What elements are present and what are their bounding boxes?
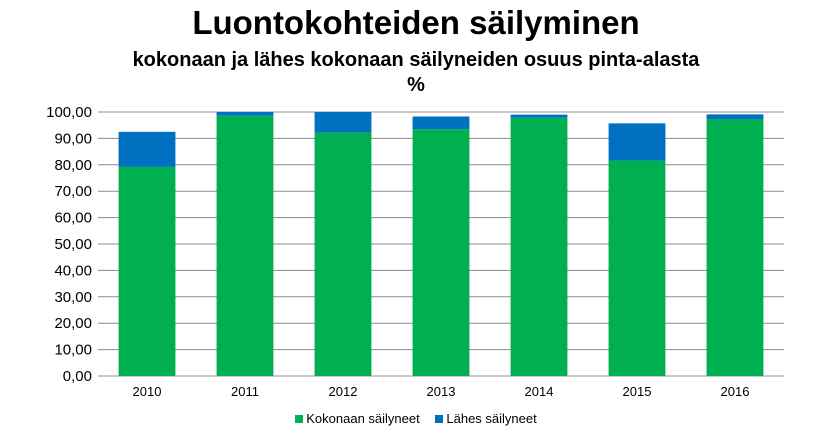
y-tick-label: 100,00: [46, 104, 92, 121]
chart-subtitle: kokonaan ja lähes kokonaan säilyneiden o…: [132, 49, 700, 96]
bar-kokonaan-2012: [314, 132, 372, 376]
bar-kokonaan-2010: [118, 166, 176, 376]
bar-kokonaan-2014: [510, 117, 568, 377]
x-tick-label: 2014: [525, 384, 554, 399]
y-tick-label: 80,00: [54, 157, 92, 174]
x-tick-label: 2016: [721, 384, 750, 399]
legend-item-lahes: Lähes säilyneet: [435, 411, 537, 426]
y-tick-label: 0,00: [63, 368, 92, 385]
legend-label: Kokonaan säilyneet: [306, 411, 420, 426]
y-axis-ticks: 0,00 10,00 20,00 30,00 40,00 50,00 60,00 70,00 8…: [46, 104, 92, 385]
bar-kokonaan-2013: [412, 129, 470, 376]
bar-lahes-2015: [608, 123, 666, 161]
bar-lahes-2016: [706, 114, 764, 120]
legend: Kokonaan säilyneet Lähes säilyneet: [0, 411, 832, 426]
bar-kokonaan-2016: [706, 119, 764, 376]
bar-lahes-2011: [216, 112, 274, 116]
y-tick-label: 70,00: [54, 183, 92, 200]
bar-lahes-2013: [412, 116, 470, 130]
bar-kokonaan-2011: [216, 115, 274, 377]
y-tick-label: 60,00: [54, 210, 92, 227]
y-tick-label: 30,00: [54, 289, 92, 306]
x-tick-label: 2013: [427, 384, 456, 399]
legend-swatch: [435, 415, 444, 423]
x-tick-label: 2012: [329, 384, 358, 399]
x-tick-label: 2015: [623, 384, 652, 399]
y-tick-label: 20,00: [54, 315, 92, 332]
legend-item-kokonaan: Kokonaan säilyneet: [295, 411, 420, 426]
x-axis-ticks: 2010 2011 2012 2013 2014 2015 2016: [133, 384, 750, 399]
y-tick-label: 90,00: [54, 130, 92, 147]
x-tick-label: 2010: [133, 384, 162, 399]
legend-label: Lähes säilyneet: [446, 411, 537, 426]
x-tick-label: 2011: [231, 384, 259, 399]
bar-lahes-2012: [314, 112, 372, 133]
y-tick-label: 50,00: [54, 236, 92, 253]
bars: [118, 112, 764, 377]
y-tick-label: 10,00: [54, 342, 92, 359]
chart-title: Luontokohteiden säilyminen: [192, 4, 640, 41]
y-tick-label: 40,00: [54, 262, 92, 279]
bar-kokonaan-2015: [608, 160, 666, 376]
bar-lahes-2014: [510, 114, 568, 118]
bar-lahes-2010: [118, 131, 176, 167]
legend-swatch: [295, 415, 304, 423]
